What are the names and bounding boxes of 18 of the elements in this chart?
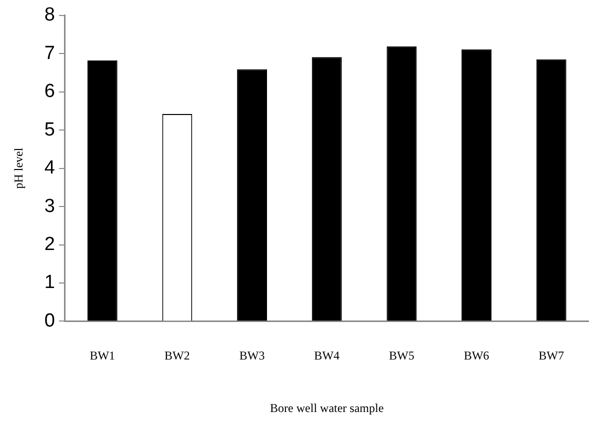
y-axis-title: pH level [11,147,26,189]
y-tick-label: 1 [44,272,55,294]
y-tick-label: 8 [44,4,55,26]
x-tick-label: BW4 [314,348,340,363]
x-tick-label: BW7 [538,348,564,363]
x-axis-title: Bore well water sample [270,400,384,415]
x-tick-label: BW2 [164,348,190,363]
y-tick-label: 0 [44,310,55,332]
y-tick-label: 3 [44,196,55,217]
x-tick-label: BW6 [464,348,490,363]
y-tick-label: 2 [44,234,55,255]
y-tick-label: 6 [44,81,55,102]
y-tick-label: 4 [44,158,56,179]
y-tick-label: 5 [44,119,55,140]
x-tick-label: BW1 [90,348,116,363]
y-tick-label: 7 [44,42,55,64]
x-tick-label: BW5 [389,348,414,363]
x-tick-label: BW3 [239,348,265,363]
